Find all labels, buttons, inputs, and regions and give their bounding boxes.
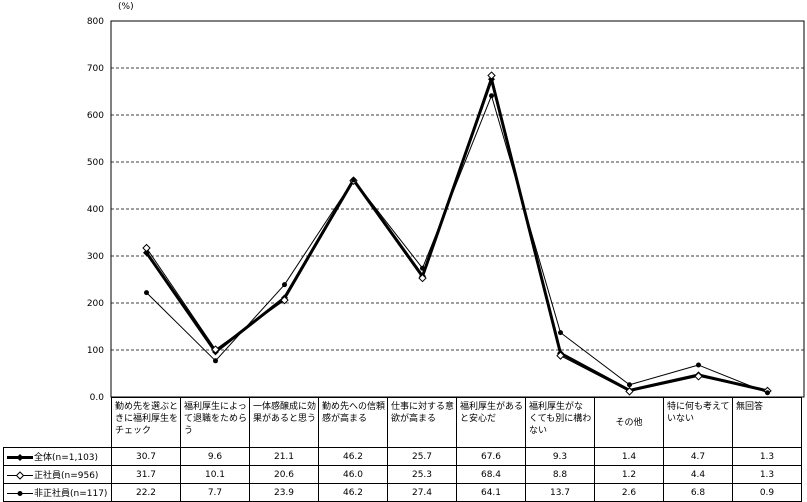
- data-label: 0.9: [732, 483, 802, 502]
- table-row: 正社員(n=956) 31.7 10.1 20.6 46.0 25.3 68.4 8.8 1.2…: [3, 465, 802, 484]
- data-label: 8.8: [525, 465, 595, 484]
- data-label: 30.7: [111, 447, 181, 466]
- legend-entry: 全体(n=1,103): [3, 447, 112, 466]
- data-label: 27.4: [387, 483, 457, 502]
- y-tick-label: 200: [87, 299, 104, 309]
- y-tick-label: 500: [87, 158, 104, 168]
- data-point-marker: [558, 330, 563, 336]
- data-label: 21.1: [249, 447, 319, 466]
- data-label: 25.7: [387, 447, 457, 466]
- data-point-marker: [418, 273, 427, 283]
- data-point-marker: [765, 390, 770, 396]
- category-label: 福利厚生がなくても別に構わない: [525, 397, 595, 448]
- category-row: 勤め先を選ぶときに福利厚生をチェック 福利厚生によって退職をためらう 一体感醸成…: [4, 397, 802, 448]
- y-tick-label: 600: [87, 111, 104, 121]
- data-label: 2.6: [594, 483, 664, 502]
- data-label: 46.2: [318, 483, 388, 502]
- series-group: [142, 71, 772, 396]
- category-label: 無回答: [732, 397, 802, 448]
- data-label: 22.2: [111, 483, 181, 502]
- category-label: 仕事に対する意欲が高まる: [387, 397, 457, 448]
- data-point-marker: [144, 290, 149, 296]
- series-line: [145, 77, 768, 393]
- y-tick-label: 300: [87, 252, 104, 262]
- legend-label: 正社員(n=956): [34, 471, 99, 481]
- legend-line-icon: [7, 471, 33, 480]
- data-point-marker: [556, 351, 565, 360]
- data-point-marker: [627, 382, 632, 388]
- gridlines: [111, 67, 804, 351]
- y-tick-label: 100: [87, 346, 104, 356]
- data-label: 7.7: [180, 483, 250, 502]
- data-label: 9.6: [180, 447, 250, 466]
- data-label: 1.3: [732, 465, 802, 484]
- y-axis-unit-label: (%): [118, 2, 134, 12]
- legend-entry: 正社員(n=956): [3, 465, 112, 484]
- data-label: 25.3: [387, 465, 457, 484]
- series-group: [144, 93, 770, 396]
- data-label: 46.2: [318, 447, 388, 466]
- category-label: 特に何も考えていない: [663, 397, 733, 448]
- data-table: 勤め先を選ぶときに福利厚生をチェック 福利厚生によって退職をためらう 一体感醸成…: [3, 397, 802, 502]
- data-point-marker: [420, 265, 425, 271]
- data-label: 1.4: [594, 447, 664, 466]
- data-point-marker: [142, 243, 151, 253]
- data-label: 9.3: [525, 447, 595, 466]
- category-label: 福利厚生があると安心だ: [456, 397, 526, 448]
- data-point-marker: [16, 454, 24, 461]
- data-point-marker: [280, 295, 289, 305]
- legend-entry: 非正社員(n=117): [3, 483, 112, 502]
- data-point-marker: [213, 358, 218, 364]
- data-label: 1.2: [594, 465, 664, 484]
- data-point-marker: [351, 177, 356, 183]
- legend-line-icon: [7, 491, 33, 496]
- data-point-marker: [487, 71, 496, 80]
- data-label: 1.3: [732, 447, 802, 466]
- y-tick-label: 700: [87, 64, 104, 74]
- category-label: その他: [594, 397, 664, 448]
- data-point-marker: [694, 372, 703, 381]
- data-label: 23.9: [249, 483, 319, 502]
- data-label: 64.1: [456, 483, 526, 502]
- data-label: 31.7: [111, 465, 181, 484]
- data-point-marker: [489, 93, 494, 99]
- data-label: 20.6: [249, 465, 319, 484]
- y-tick-label: 400: [87, 205, 104, 215]
- data-point-marker: [282, 282, 287, 288]
- category-label: 福利厚生によって退職をためらう: [180, 397, 250, 448]
- y-axis-ticks: 0.0 100 200 300 400 500 600 700 800: [87, 17, 104, 400]
- data-point-marker: [625, 387, 634, 396]
- series-lines: [142, 71, 772, 396]
- data-point-marker: [696, 362, 701, 368]
- data-point-marker: [17, 491, 23, 496]
- table-corner: [4, 398, 112, 448]
- data-label: 13.7: [525, 483, 595, 502]
- y-tick-label: 800: [87, 17, 104, 27]
- data-label: 4.7: [663, 447, 733, 466]
- table-row: 非正社員(n=117) 22.2 7.7 23.9 46.2 27.4 64.1 13.7 2.…: [3, 483, 802, 502]
- data-label: 67.6: [456, 447, 526, 466]
- line-chart: 0.0 100 200 300 400 500 600 700 800 (%): [87, 2, 805, 400]
- data-label: 10.1: [180, 465, 250, 484]
- data-point-marker: [15, 471, 25, 480]
- category-label: 一体感醸成に効果があると思う: [249, 397, 319, 448]
- legend-line-icon: [7, 454, 33, 461]
- data-label: 68.4: [456, 465, 526, 484]
- category-label: 勤め先への信頼感が高まる: [318, 397, 388, 448]
- data-point-marker: [211, 345, 220, 354]
- data-label: 4.4: [663, 465, 733, 484]
- series-line: [146, 75, 768, 392]
- table-row: 全体(n=1,103) 30.7 9.6 21.1 46.2 25.7 67.6 9.3 1.4…: [3, 447, 802, 466]
- series-group: [143, 75, 771, 395]
- series-line: [146, 95, 768, 394]
- data-label: 6.8: [663, 483, 733, 502]
- legend-label: 全体(n=1,103): [34, 453, 99, 463]
- y-tick-label: 0.0: [90, 393, 105, 400]
- category-label: 勤め先を選ぶときに福利厚生をチェック: [111, 397, 181, 448]
- data-label: 46.0: [318, 465, 388, 484]
